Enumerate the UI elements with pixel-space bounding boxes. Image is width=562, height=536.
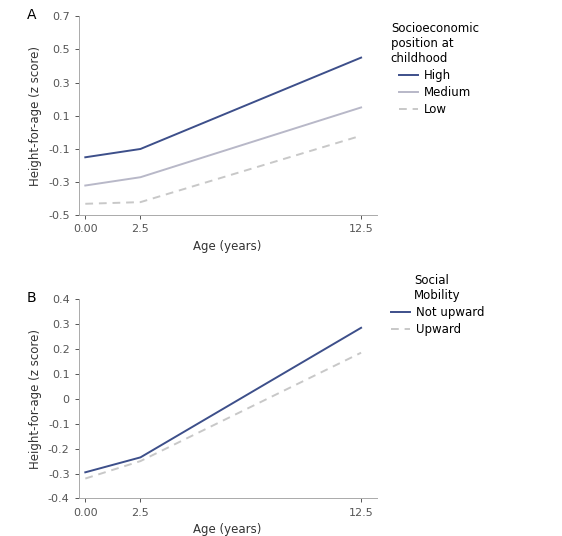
X-axis label: Age (years): Age (years) [193,523,262,536]
Legend: Not upward, Upward: Not upward, Upward [391,274,484,336]
Text: B: B [26,291,36,305]
Legend: High, Medium, Low: High, Medium, Low [391,22,479,116]
Y-axis label: Height-for-age (z score): Height-for-age (z score) [29,46,43,186]
Y-axis label: Height-for-age (z score): Height-for-age (z score) [29,329,42,469]
X-axis label: Age (years): Age (years) [193,240,262,253]
Text: A: A [26,8,36,22]
